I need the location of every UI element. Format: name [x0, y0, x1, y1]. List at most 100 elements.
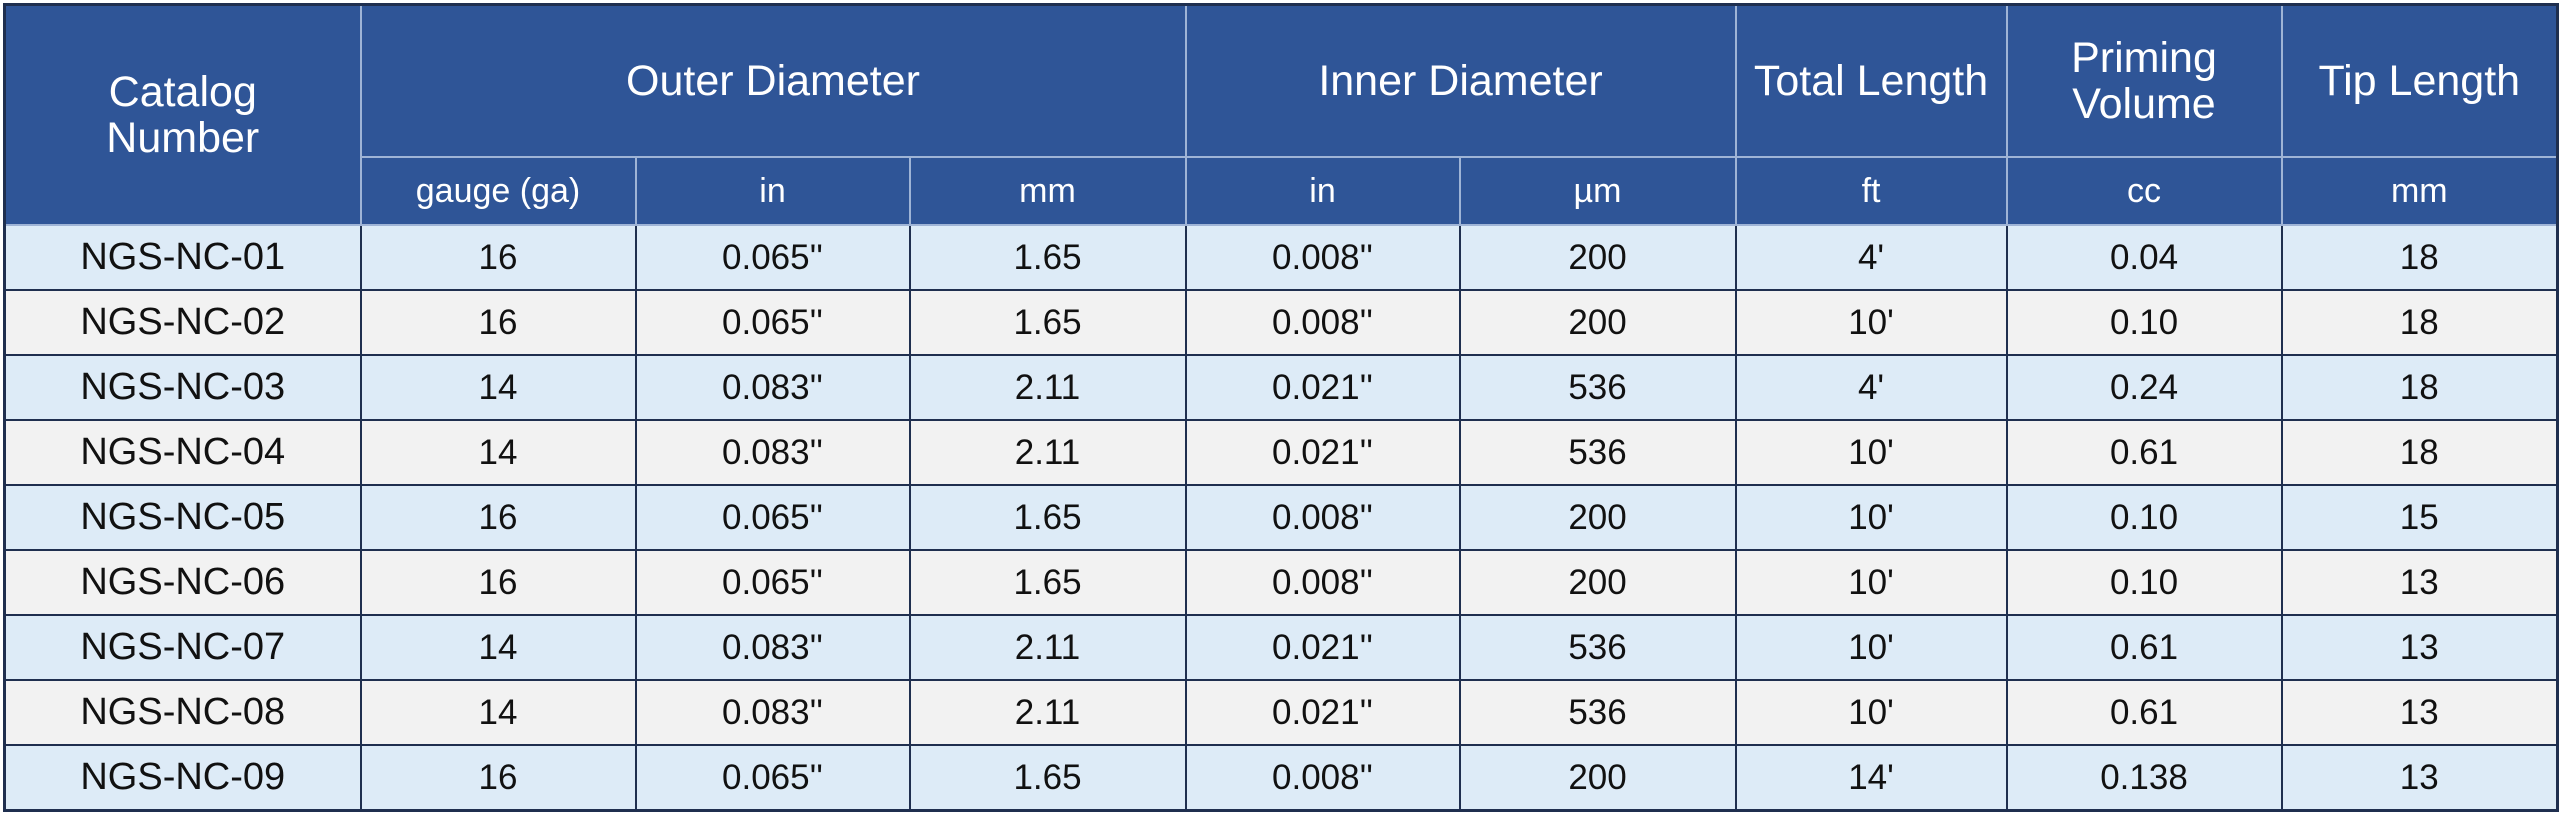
data-cell: 0.008'': [1184, 484, 1461, 551]
data-cell: 2.11: [908, 419, 1187, 486]
data-cell: 200: [1458, 289, 1737, 356]
data-cell: 0.24: [2005, 354, 2283, 421]
unit-cell: cc: [2005, 156, 2283, 226]
data-cell: 0.083'': [634, 354, 911, 421]
unit-cell: in: [1184, 156, 1461, 226]
header-text: Catalog Number: [106, 68, 260, 162]
catalog-cell: NGS-NC-01: [3, 224, 362, 291]
data-cell: 1.65: [908, 484, 1187, 551]
data-row: NGS-NC-07 14 0.083'' 2.11 0.021'' 536 10' 0.61 1…: [3, 614, 2559, 681]
data-cell: 2.11: [908, 614, 1187, 681]
header-text: Tip Length: [2318, 57, 2521, 105]
data-cell: 4': [1734, 354, 2008, 421]
data-cell: 0.10: [2005, 549, 2283, 616]
data-cell: 0.61: [2005, 614, 2283, 681]
data-cell: 14: [359, 679, 637, 746]
data-cell: 0.065'': [634, 289, 911, 356]
header-text: Inner Diameter: [1318, 57, 1603, 105]
data-cell: 200: [1458, 549, 1737, 616]
header-row: Catalog Number Outer Diameter Inner Diamet…: [3, 3, 2559, 226]
header-cell: Priming Volume: [2005, 3, 2283, 158]
unit-cell: ft: [1734, 156, 2008, 226]
data-cell: 0.065'': [634, 484, 911, 551]
data-cell: 13: [2280, 679, 2559, 746]
data-row: NGS-NC-01 16 0.065'' 1.65 0.008'' 200 4' 0.04 18: [3, 224, 2559, 291]
data-row: NGS-NC-09 16 0.065'' 1.65 0.008'' 200 14' 0.138…: [3, 744, 2559, 812]
data-cell: 2.11: [908, 679, 1187, 746]
table-body: NGS-NC-01 16 0.065'' 1.65 0.008'' 200 4' 0.04 18…: [3, 224, 2559, 812]
data-cell: 1.65: [908, 744, 1187, 812]
data-cell: 0.065'': [634, 549, 911, 616]
data-row: NGS-NC-03 14 0.083'' 2.11 0.021'' 536 4' 0.24 18: [3, 354, 2559, 421]
data-cell: 10': [1734, 679, 2008, 746]
data-cell: 0.021'': [1184, 614, 1461, 681]
data-cell: 0.083'': [634, 419, 911, 486]
data-cell: 1.65: [908, 224, 1187, 291]
data-cell: 16: [359, 744, 637, 812]
data-cell: 0.065'': [634, 224, 911, 291]
data-cell: 14': [1734, 744, 2008, 812]
catalog-cell: NGS-NC-07: [3, 614, 362, 681]
data-cell: 13: [2280, 549, 2559, 616]
data-cell: 0.61: [2005, 419, 2283, 486]
data-cell: 200: [1458, 484, 1737, 551]
data-row: NGS-NC-05 16 0.065'' 1.65 0.008'' 200 10' 0.10 1…: [3, 484, 2559, 551]
data-row: NGS-NC-08 14 0.083'' 2.11 0.021'' 536 10' 0.61 1…: [3, 679, 2559, 746]
data-cell: 18: [2280, 354, 2559, 421]
data-cell: 10': [1734, 419, 2008, 486]
header-text: Outer Diameter: [626, 57, 920, 105]
data-cell: 0.04: [2005, 224, 2283, 291]
data-cell: 0.138: [2005, 744, 2283, 812]
data-cell: 0.021'': [1184, 419, 1461, 486]
data-cell: 13: [2280, 744, 2559, 812]
data-cell: 0.10: [2005, 484, 2283, 551]
unit-row: gauge (ga) in mm in µm ft cc mm: [5, 156, 2559, 226]
header-cell: Tip Length: [2280, 3, 2559, 158]
data-row: NGS-NC-06 16 0.065'' 1.65 0.008'' 200 10' 0.10 1…: [3, 549, 2559, 616]
data-cell: 4': [1734, 224, 2008, 291]
catalog-cell: NGS-NC-04: [3, 419, 362, 486]
data-cell: 0.021'': [1184, 679, 1461, 746]
data-cell: 1.65: [908, 549, 1187, 616]
catalog-cell: NGS-NC-02: [3, 289, 362, 356]
header-cell: Catalog Number: [3, 3, 362, 226]
catalog-cell: NGS-NC-08: [3, 679, 362, 746]
header-cell: Inner Diameter: [1184, 3, 1737, 158]
data-cell: 14: [359, 419, 637, 486]
data-cell: 0.61: [2005, 679, 2283, 746]
data-cell: 536: [1458, 419, 1737, 486]
data-cell: 536: [1458, 614, 1737, 681]
unit-cell: mm: [2280, 156, 2559, 226]
data-cell: 18: [2280, 419, 2559, 486]
data-cell: 10': [1734, 484, 2008, 551]
catalog-cell: NGS-NC-06: [3, 549, 362, 616]
data-cell: 15: [2280, 484, 2559, 551]
data-cell: 200: [1458, 224, 1737, 291]
spec-table: Catalog Number Outer Diameter Inner Diamet…: [3, 3, 2560, 812]
data-cell: 16: [359, 549, 637, 616]
data-cell: 0.008'': [1184, 549, 1461, 616]
unit-cell: gauge (ga): [359, 156, 637, 226]
data-cell: 16: [359, 224, 637, 291]
catalog-cell: NGS-NC-09: [3, 744, 362, 812]
data-cell: 0.021'': [1184, 354, 1461, 421]
data-cell: 18: [2280, 224, 2559, 291]
data-cell: 0.083'': [634, 614, 911, 681]
data-cell: 14: [359, 354, 637, 421]
data-cell: 0.065'': [634, 744, 911, 812]
data-cell: 0.008'': [1184, 224, 1461, 291]
data-cell: 0.083'': [634, 679, 911, 746]
data-row: NGS-NC-02 16 0.065'' 1.65 0.008'' 200 10' 0.10 1…: [3, 289, 2559, 356]
data-cell: 536: [1458, 354, 1737, 421]
table-container: Catalog Number Outer Diameter Inner Diamet…: [3, 3, 2560, 812]
data-cell: 536: [1458, 679, 1737, 746]
data-cell: 2.11: [908, 354, 1187, 421]
data-cell: 16: [359, 484, 637, 551]
data-cell: 18: [2280, 289, 2559, 356]
catalog-cell: NGS-NC-05: [3, 484, 362, 551]
data-cell: 10': [1734, 289, 2008, 356]
data-cell: 0.10: [2005, 289, 2283, 356]
data-cell: 1.65: [908, 289, 1187, 356]
header-text: Priming Volume: [2071, 34, 2217, 128]
data-cell: 14: [359, 614, 637, 681]
